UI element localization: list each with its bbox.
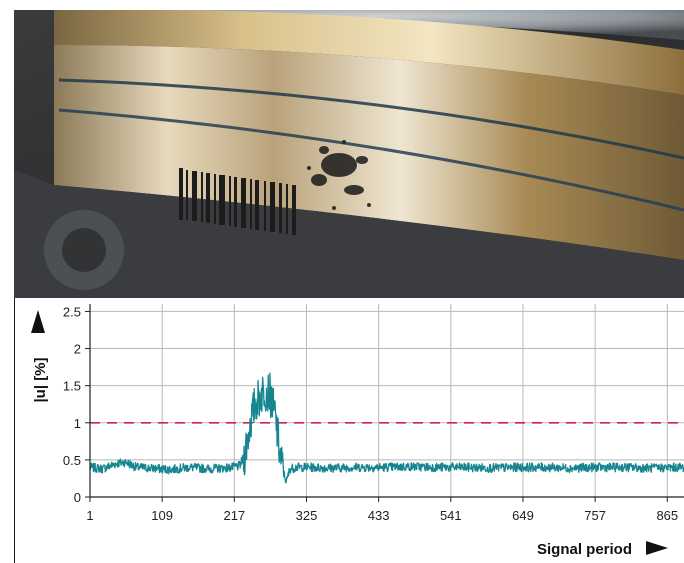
y-tick-label: 2.5 [63, 304, 81, 319]
y-tick-label: 0 [74, 490, 81, 505]
bearing-photo [14, 10, 684, 298]
x-tick-label: 1 [86, 508, 93, 523]
x-tick-label: 325 [296, 508, 318, 523]
series-line-0 [89, 372, 684, 484]
y-tick-label: 0.5 [63, 453, 81, 468]
y-tick-label: 2 [74, 342, 81, 357]
y-tick-label: 1 [74, 416, 81, 431]
y-tick-label: 1.5 [63, 379, 81, 394]
x-tick-label: 649 [512, 508, 534, 523]
chart-axes [89, 304, 684, 498]
y-axis-arrow-icon [31, 310, 45, 333]
bearing-photo-illustration [14, 10, 684, 298]
chart-series [89, 372, 684, 484]
x-axis-label: Signal period [537, 541, 632, 558]
x-tick-label: 109 [151, 508, 173, 523]
x-tick-label: 541 [440, 508, 462, 523]
x-tick-label: 433 [368, 508, 390, 523]
x-axis-arrow-icon [646, 541, 668, 555]
x-tick-label: 757 [584, 508, 606, 523]
x-tick-label: 865 [656, 508, 678, 523]
y-tick-labels: 0 0.5 1 1.5 2 2.5 [63, 304, 81, 505]
y-axis-label: |u| [%] [32, 357, 49, 402]
x-tick-labels: 1 109 217 325 433 541 649 757 865 [86, 508, 678, 523]
x-tick-label: 217 [223, 508, 245, 523]
